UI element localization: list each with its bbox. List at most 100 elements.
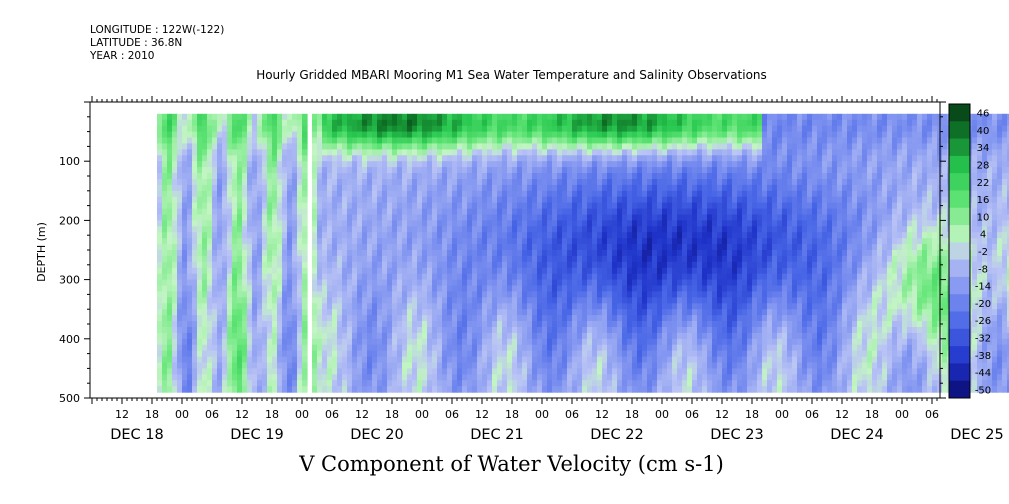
heatmap-cell [417, 291, 423, 298]
heatmap-cell [627, 226, 633, 233]
heatmap-cell [687, 149, 693, 156]
heatmap-cell [502, 244, 508, 251]
heatmap-cell [227, 338, 233, 346]
heatmap-cell [487, 291, 493, 298]
heatmap-cell [617, 273, 623, 281]
heatmap-cell [397, 255, 403, 263]
heatmap-cell [507, 202, 513, 210]
heatmap-cell [602, 309, 608, 316]
heatmap-cell [442, 261, 448, 269]
heatmap-cell [457, 184, 463, 192]
heatmap-cell [192, 226, 198, 233]
heatmap-cell [252, 332, 258, 340]
heatmap-cell [487, 338, 493, 346]
heatmap-cell [272, 173, 278, 180]
heatmap-cell [647, 161, 653, 168]
heatmap-cell [177, 250, 183, 257]
heatmap-cell [542, 173, 548, 180]
heatmap-cell [447, 184, 453, 192]
heatmap-cell [677, 267, 683, 275]
heatmap-cell [357, 261, 363, 269]
heatmap-cell [392, 232, 398, 239]
heatmap-cell [572, 368, 578, 375]
heatmap-cell [282, 350, 288, 358]
heatmap-cell [337, 362, 343, 369]
heatmap-cell [517, 315, 523, 322]
heatmap-cell [557, 297, 563, 304]
heatmap-cell [192, 149, 198, 156]
heatmap-cell [387, 350, 393, 358]
heatmap-cell [457, 119, 463, 127]
heatmap-cell [332, 161, 338, 168]
heatmap-cell [167, 161, 173, 168]
heatmap-cell [577, 267, 583, 275]
heatmap-cell [167, 250, 173, 257]
heatmap-cell [472, 173, 478, 180]
heatmap-cell [367, 137, 373, 144]
heatmap-cell [462, 327, 468, 334]
heatmap-cell [232, 149, 238, 156]
heatmap-cell [632, 238, 638, 245]
heatmap-cell [197, 196, 203, 204]
heatmap-cell [287, 267, 293, 275]
heatmap-cell [372, 184, 378, 192]
heatmap-cell [297, 131, 303, 139]
heatmap-cell [512, 202, 518, 210]
heatmap-cell [437, 344, 443, 352]
heatmap-cell [487, 332, 493, 340]
heatmap-cell [297, 190, 303, 198]
heatmap-cell [542, 368, 548, 375]
heatmap-cell [467, 344, 473, 352]
heatmap-cell [542, 356, 548, 364]
heatmap-cell [207, 285, 213, 292]
heatmap-cell [582, 202, 588, 210]
heatmap-cell [577, 279, 583, 287]
heatmap-cell [637, 113, 643, 121]
heatmap-cell [447, 344, 453, 352]
heatmap-cell [572, 184, 578, 192]
heatmap-cell [157, 338, 163, 346]
heatmap-cell [232, 374, 238, 381]
heatmap-cell [377, 321, 383, 328]
heatmap-cell [472, 362, 478, 369]
heatmap-cell [632, 338, 638, 346]
heatmap-cell [407, 149, 413, 156]
heatmap-cell [607, 285, 613, 292]
heatmap-cell [427, 273, 433, 281]
heatmap-cell [522, 220, 528, 227]
heatmap-cell [372, 190, 378, 198]
heatmap-cell [497, 179, 503, 186]
heatmap-cell [257, 374, 263, 381]
heatmap-cell [197, 327, 203, 334]
heatmap-cell [167, 255, 173, 263]
heatmap-cell [522, 350, 528, 358]
heatmap-cell [667, 214, 673, 221]
heatmap-cell [312, 350, 318, 358]
heatmap-cell [637, 374, 643, 381]
heatmap-cell [617, 321, 623, 328]
heatmap-cell [422, 196, 428, 204]
heatmap-cell [227, 261, 233, 269]
heatmap-cell [162, 356, 168, 364]
heatmap-cell [227, 113, 233, 121]
heatmap-cell [382, 380, 388, 387]
heatmap-cell [472, 356, 478, 364]
heatmap-cell [222, 143, 228, 150]
heatmap-cell [407, 356, 413, 364]
heatmap-cell [467, 131, 473, 139]
heatmap-cell [297, 380, 303, 387]
heatmap-cell [157, 238, 163, 245]
heatmap-cell [302, 297, 308, 304]
heatmap-cell [317, 374, 323, 381]
heatmap-cell [302, 196, 308, 204]
heatmap-cell [552, 214, 558, 221]
heatmap-cell [342, 303, 348, 310]
heatmap-cell [347, 250, 353, 257]
heatmap-cell [557, 184, 563, 192]
heatmap-cell [197, 155, 203, 162]
heatmap-cell [212, 232, 218, 239]
heatmap-cell [457, 356, 463, 364]
heatmap-cell [572, 173, 578, 180]
heatmap-cell [267, 137, 273, 144]
heatmap-cell [422, 137, 428, 144]
